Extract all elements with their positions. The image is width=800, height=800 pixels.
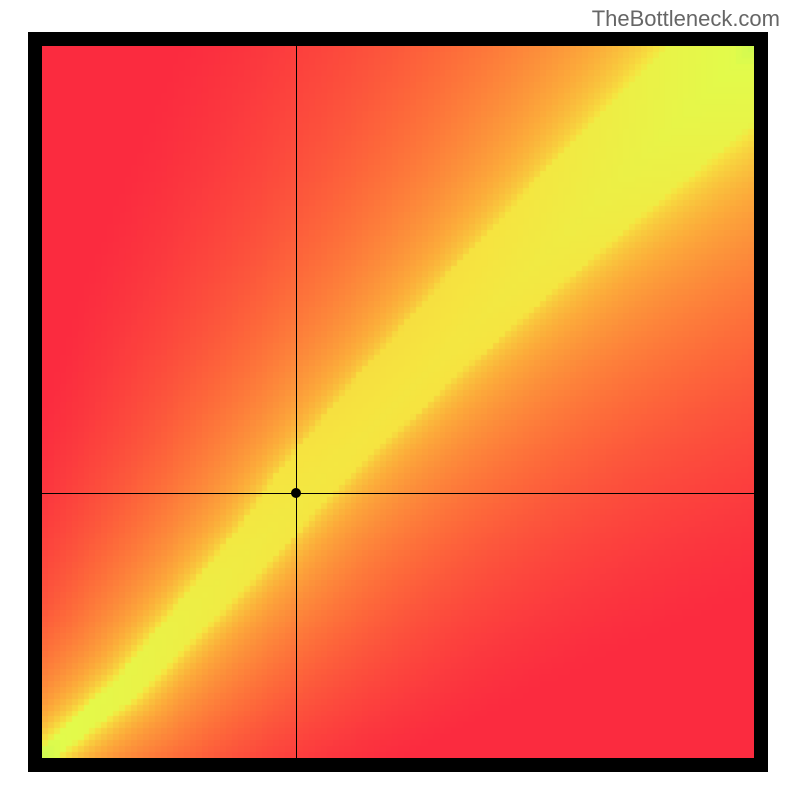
crosshair-marker — [291, 488, 301, 498]
watermark-text: TheBottleneck.com — [592, 6, 780, 32]
heatmap-area — [42, 46, 754, 758]
crosshair-horizontal — [42, 493, 754, 494]
chart-container: TheBottleneck.com — [0, 0, 800, 800]
heatmap-canvas — [42, 46, 754, 758]
crosshair-vertical — [296, 46, 297, 758]
